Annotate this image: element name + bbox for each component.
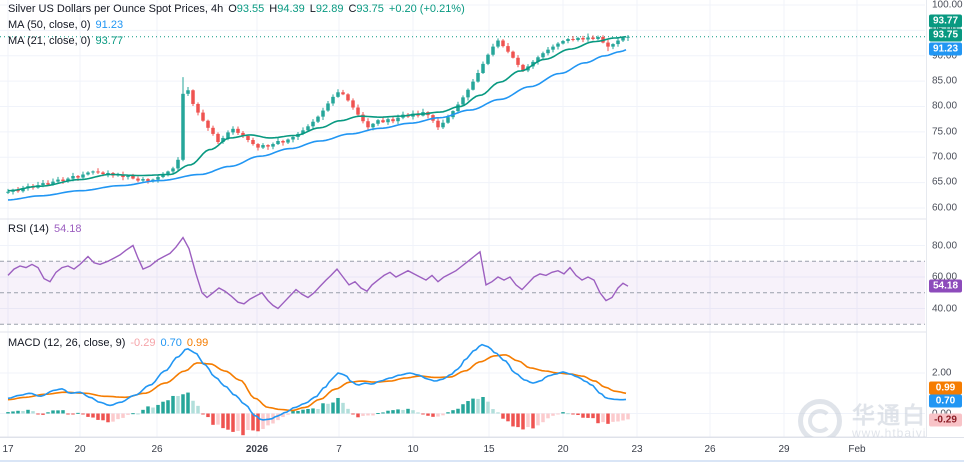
time-tick-label: 26: [704, 444, 716, 455]
price-axis-tick-label: 70.00: [932, 151, 958, 163]
price-axis-tick-label: 90.00: [932, 50, 958, 62]
high-value: 94.39: [277, 3, 305, 15]
macd-hist-value: -0.29: [130, 337, 156, 349]
price-axis-tick-label: 75.00: [932, 126, 958, 138]
ma50-line: [7, 49, 627, 201]
ma21-label: MA (21, close, 0): [8, 35, 91, 47]
rsi-row[interactable]: RSI (14) 54.18: [8, 223, 82, 236]
price-axis-tick-label: 80.00: [932, 100, 958, 112]
price-axis-tick-label: 60.00: [932, 202, 958, 214]
macd-signal-value: 0.99: [186, 337, 209, 349]
macd-line: [7, 343, 627, 421]
close-value: 93.75: [356, 3, 384, 15]
time-tick-label: 10: [407, 444, 419, 455]
rsi-axis-tick-label: 40.00: [932, 303, 958, 314]
time-tick-label: 15: [483, 444, 495, 455]
time-tick-label: 23: [631, 444, 643, 455]
time-tick-label: Feb: [848, 444, 866, 455]
symbol-row[interactable]: Silver US Dollars per Ounce Spot Prices,…: [8, 3, 465, 16]
time-tick-label: 7: [336, 444, 342, 455]
rsi-axis-tick-label: 60.00: [932, 271, 958, 283]
ma50-label: MA (50, close, 0): [8, 19, 91, 31]
price-axis-value-badge: 93.75: [929, 28, 962, 41]
price-axis-tick-label: 85.00: [932, 75, 958, 87]
macd-line-value: 0.70: [160, 337, 182, 349]
open-key: O: [228, 3, 237, 15]
macd-axis-value-badge: -0.29: [929, 413, 962, 426]
rsi-band: [0, 260, 925, 325]
macd-axis-value-badge: 0.70: [929, 394, 962, 408]
rsi-label: RSI (14): [8, 223, 49, 235]
close-key: C: [348, 3, 357, 15]
main-legend: Silver US Dollars per Ounce Spot Prices,…: [8, 3, 465, 51]
rsi-value: 54.18: [53, 223, 82, 235]
price-axis-value-badge: 91.23: [929, 42, 962, 55]
gridlines: [0, 0, 925, 437]
candlestick-series: [6, 33, 630, 195]
ma21-value: 93.77: [95, 35, 124, 47]
time-tick-label: 29: [778, 444, 790, 455]
ma21-row[interactable]: MA (21, close, 0) 93.77: [8, 35, 465, 48]
rsi-line: [7, 236, 629, 310]
ma21-line: [7, 35, 627, 192]
symbol-title: Silver US Dollars per Ounce Spot Prices,…: [8, 3, 224, 15]
price-axis-value-badge: 93.77: [929, 14, 962, 27]
price-axis-tick-label: 65.00: [932, 176, 958, 188]
ma50-row[interactable]: MA (50, close, 0) 91.23: [8, 19, 465, 32]
bottom-strip: [0, 460, 964, 462]
change-value: +0.20 (+0.21%): [388, 3, 465, 15]
rsi-axis-tick-label: 80.00: [932, 240, 958, 251]
open-value: 93.55: [236, 3, 265, 15]
time-tick-label: 26: [151, 444, 163, 455]
rsi-legend: RSI (14) 54.18: [8, 223, 82, 239]
time-tick-label: 20: [74, 444, 86, 455]
ma50-value: 91.23: [95, 19, 124, 31]
rsi-axis-value-badge: 54.18: [929, 279, 962, 293]
price-scale-axis[interactable]: 100.0095.0090.0085.0080.0075.0070.0065.0…: [926, 0, 964, 437]
macd-legend: MACD (12, 26, close, 9) -0.29 0.70 0.99: [8, 337, 208, 353]
time-tick-label: 17: [2, 444, 14, 455]
macd-axis-tick-label: 2.00: [932, 367, 952, 379]
time-tick-label: 2026: [245, 444, 269, 455]
price-axis-tick-label: 100.00: [932, 0, 963, 11]
macd-axis-value-badge: 0.99: [929, 381, 962, 395]
time-tick-label: 20: [557, 444, 569, 455]
macd-row[interactable]: MACD (12, 26, close, 9) -0.29 0.70 0.99: [8, 337, 208, 350]
high-key: H: [269, 3, 278, 15]
macd-label: MACD (12, 26, close, 9): [8, 337, 126, 349]
low-key: L: [309, 3, 316, 15]
time-scale-axis[interactable]: 17 20 26 2026 7 10 15 20 23 26 29 Feb: [0, 437, 964, 462]
low-value: 92.89: [315, 3, 344, 15]
macd-signal-line: [7, 354, 627, 412]
